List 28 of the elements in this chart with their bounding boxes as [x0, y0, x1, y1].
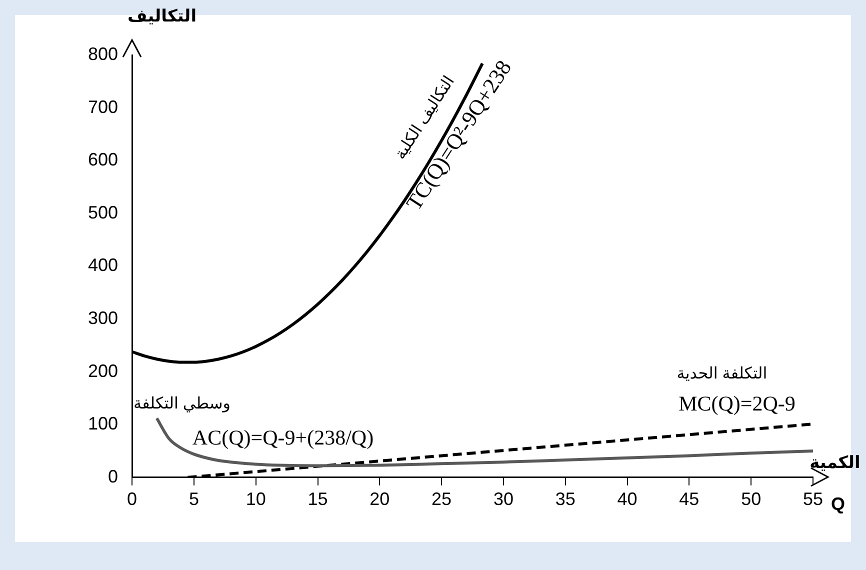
x-tick-label: 10: [246, 489, 266, 510]
x-tick-label: 5: [188, 489, 199, 510]
text: التكلفة الحدية: [676, 365, 768, 382]
y-tick-label: 100: [88, 414, 118, 434]
y-tick-label: 200: [88, 360, 118, 381]
x-tick-label: 30: [493, 489, 514, 510]
y-tick-label: 700: [88, 96, 118, 117]
annotation: AC(Q)=Q-9+(238/Q): [192, 426, 374, 450]
x-tick-label: 50: [741, 489, 762, 510]
y-tick-label: 500: [88, 202, 118, 222]
x-tick-label: 20: [370, 489, 390, 510]
x-tick-label: 55: [802, 489, 824, 510]
x-tick-label: 45: [679, 489, 700, 510]
x-tick-label: 0: [127, 489, 138, 510]
x-tick-label: 25: [432, 489, 452, 510]
x-tick-label: 15: [308, 489, 328, 510]
y-axis-title: التكاليف: [128, 6, 197, 26]
annotation: MC(Q)=2Q-9: [678, 392, 796, 416]
y-tick-label: 800: [88, 44, 118, 64]
y-tick-label: 300: [88, 308, 118, 328]
y-tick-label: 0: [108, 466, 118, 486]
y-tick-label: 600: [88, 150, 118, 170]
x-tick-label: 40: [617, 489, 638, 510]
text: Q: [830, 494, 846, 514]
series-label: وسطي التكلفة: [134, 395, 230, 412]
y-tick-label: 400: [88, 255, 118, 276]
x-tick-label: 35: [555, 489, 576, 510]
x-axis-title: الكمية: [810, 453, 860, 472]
